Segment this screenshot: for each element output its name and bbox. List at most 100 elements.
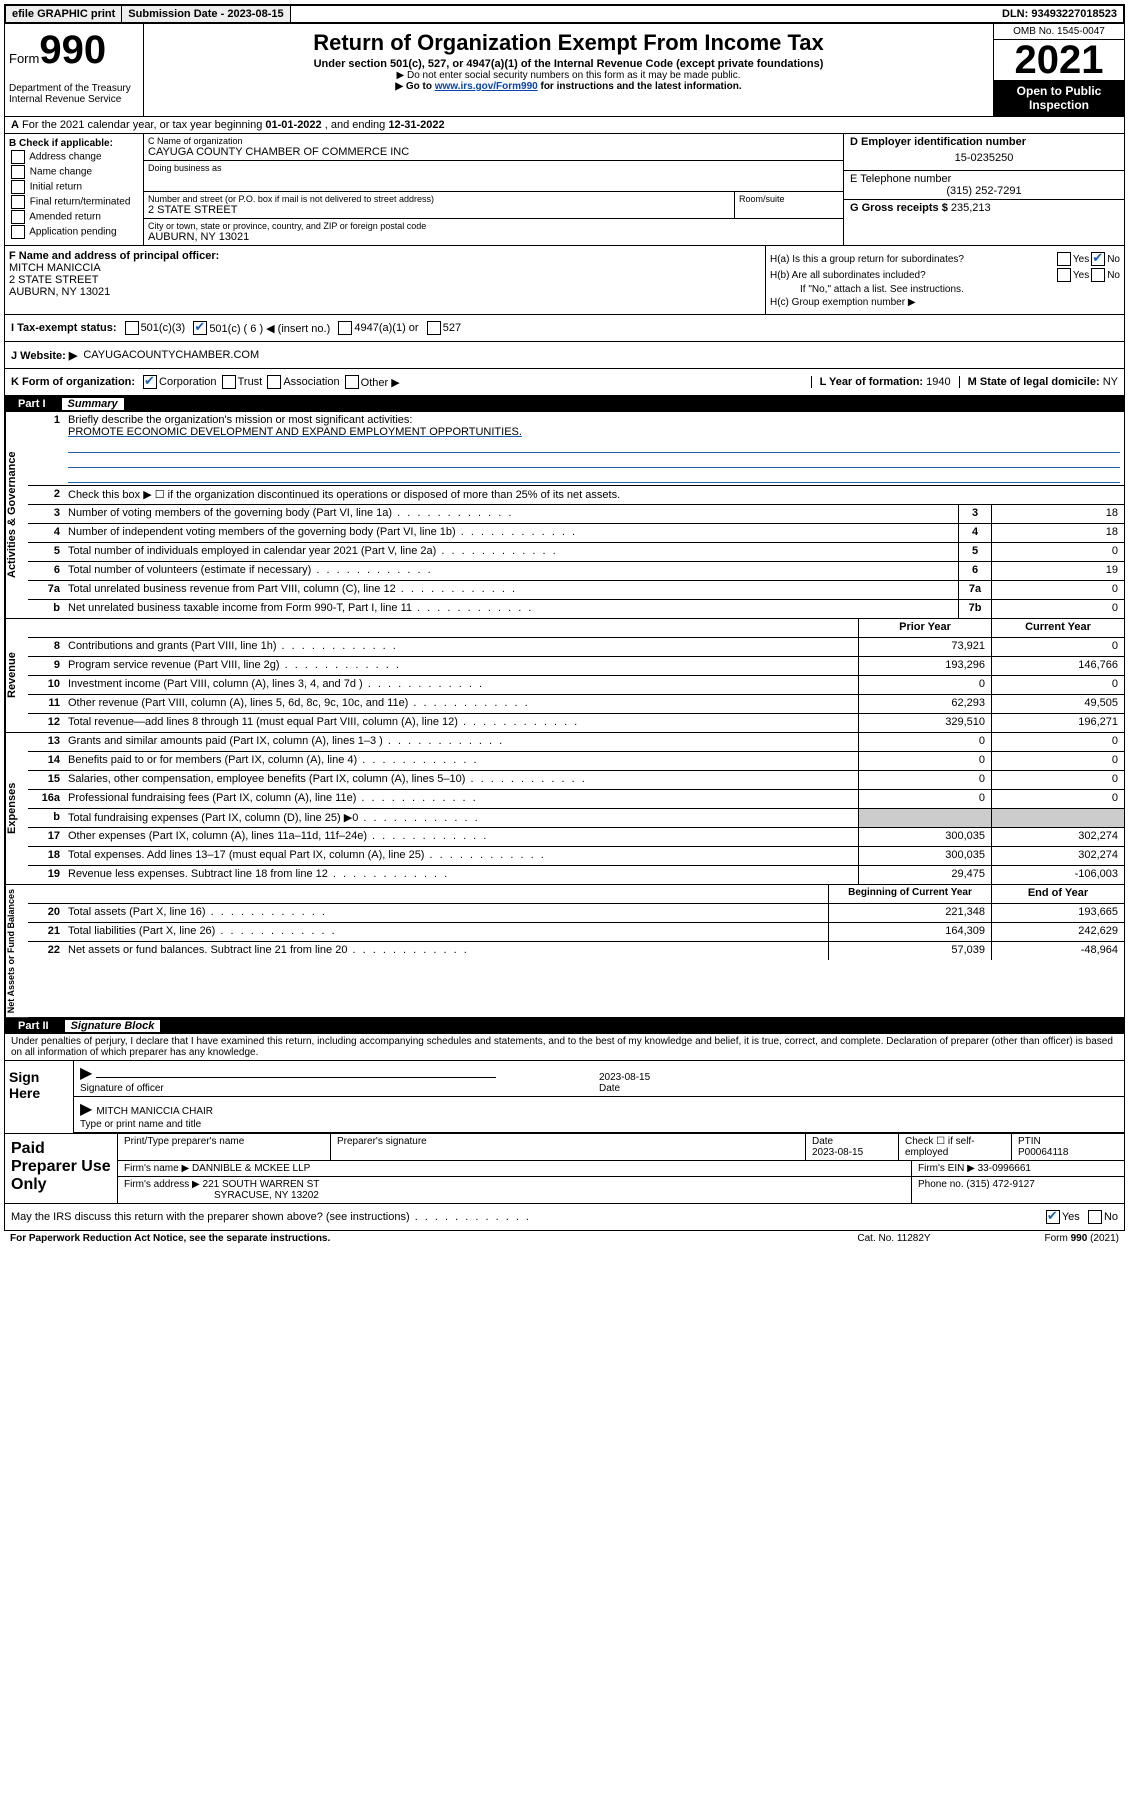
part2-header: Part II Signature Block	[4, 1018, 1125, 1034]
tab-revenue: Revenue	[5, 619, 28, 732]
col-current-year: Current Year	[991, 619, 1124, 637]
chk-4947[interactable]	[338, 321, 352, 335]
chk-other[interactable]	[345, 375, 359, 389]
chk-amended-return[interactable]: Amended return	[9, 210, 139, 224]
line1-label: Briefly describe the organization's miss…	[68, 414, 412, 426]
expense-row-13: 13Grants and similar amounts paid (Part …	[28, 733, 1124, 752]
hb-note: If "No," attach a list. See instructions…	[800, 284, 1120, 295]
tax-year: 2021	[994, 40, 1124, 80]
block-fh: F Name and address of principal officer:…	[4, 246, 1125, 315]
ptin: P00064118	[1018, 1147, 1068, 1158]
part1-header: Part I Summary	[4, 396, 1125, 412]
line2-text: Check this box ▶ ☐ if the organization d…	[64, 486, 1124, 504]
chk-association[interactable]	[267, 375, 281, 389]
firm-name: DANNIBLE & MCKEE LLP	[192, 1163, 310, 1174]
sig-date-label: Date	[599, 1083, 620, 1094]
form-subtitle: Under section 501(c), 527, or 4947(a)(1)…	[148, 58, 989, 70]
officer-label: F Name and address of principal officer:	[9, 250, 761, 262]
chk-address-change[interactable]: Address change	[9, 150, 139, 164]
hb-no[interactable]	[1091, 268, 1105, 282]
form-title: Return of Organization Exempt From Incom…	[148, 30, 989, 56]
revenue-row-10: 10Investment income (Part VIII, column (…	[28, 676, 1124, 695]
street: 2 STATE STREET	[148, 204, 730, 216]
tab-net-assets: Net Assets or Fund Balances	[5, 885, 28, 1017]
summary-row-6: 6Total number of volunteers (estimate if…	[28, 562, 1124, 581]
ssn-note: ▶ Do not enter social security numbers o…	[148, 70, 989, 81]
firm-addr1: 221 SOUTH WARREN ST	[203, 1179, 320, 1190]
phone: (315) 252-7291	[850, 185, 1118, 197]
mission-text: PROMOTE ECONOMIC DEVELOPMENT AND EXPAND …	[68, 426, 522, 438]
chk-name-change[interactable]: Name change	[9, 165, 139, 179]
col-begin-year: Beginning of Current Year	[828, 885, 991, 903]
chk-initial-return[interactable]: Initial return	[9, 180, 139, 194]
hb-yes[interactable]	[1057, 268, 1071, 282]
prep-self-emp[interactable]: Check ☐ if self-employed	[899, 1134, 1012, 1160]
discuss-yes[interactable]	[1046, 1210, 1060, 1224]
col-end-year: End of Year	[991, 885, 1124, 903]
expense-row-15: 15Salaries, other compensation, employee…	[28, 771, 1124, 790]
summary-row-3: 3Number of voting members of the governi…	[28, 505, 1124, 524]
goto-note: ▶ Go to www.irs.gov/Form990 for instruct…	[148, 81, 989, 92]
public-inspection: Open to Public Inspection	[994, 80, 1124, 116]
ein: 15-0235250	[850, 148, 1118, 168]
revenue-row-11: 11Other revenue (Part VIII, column (A), …	[28, 695, 1124, 714]
dba-label: Doing business as	[148, 163, 839, 173]
submission-date: Submission Date - 2023-08-15	[122, 6, 290, 22]
chk-final-return[interactable]: Final return/terminated	[9, 195, 139, 209]
firm-ein: 33-0996661	[978, 1163, 1031, 1174]
summary-row-5: 5Total number of individuals employed in…	[28, 543, 1124, 562]
chk-trust[interactable]	[222, 375, 236, 389]
phone-label: E Telephone number	[850, 173, 1118, 185]
dept-treasury: Department of the Treasury Internal Reve…	[9, 83, 139, 105]
irs-link[interactable]: www.irs.gov/Form990	[435, 81, 538, 92]
city: AUBURN, NY 13021	[148, 231, 839, 243]
expense-row-14: 14Benefits paid to or for members (Part …	[28, 752, 1124, 771]
city-label: City or town, state or province, country…	[148, 221, 839, 231]
ha-no[interactable]	[1091, 252, 1105, 266]
discuss-no[interactable]	[1088, 1210, 1102, 1224]
ha-label: H(a) Is this a group return for subordin…	[770, 254, 1055, 265]
row-i-tax-status: I Tax-exempt status: 501(c)(3) 501(c) ( …	[4, 315, 1125, 342]
chk-application-pending[interactable]: Application pending	[9, 225, 139, 239]
form-number: Form990	[9, 28, 139, 73]
state-domicile: NY	[1103, 376, 1118, 388]
col-prior-year: Prior Year	[858, 619, 991, 637]
summary-row-7a: 7aTotal unrelated business revenue from …	[28, 581, 1124, 600]
top-bar: efile GRAPHIC print Submission Date - 20…	[4, 4, 1125, 24]
year-formation: 1940	[926, 376, 950, 388]
tab-expenses: Expenses	[5, 733, 28, 884]
summary-row-b: bNet unrelated business taxable income f…	[28, 600, 1124, 618]
revenue-row-9: 9Program service revenue (Part VIII, lin…	[28, 657, 1124, 676]
org-name-label: C Name of organization	[148, 136, 839, 146]
expense-row-16a: 16aProfessional fundraising fees (Part I…	[28, 790, 1124, 809]
website: CAYUGACOUNTYCHAMBER.COM	[83, 349, 259, 361]
street-label: Number and street (or P.O. box if mail i…	[148, 194, 730, 204]
hc-label: H(c) Group exemption number ▶	[770, 297, 1120, 308]
preparer-block: Paid Preparer Use Only Print/Type prepar…	[4, 1134, 1125, 1204]
sign-here-label: Sign Here	[5, 1061, 74, 1133]
row-j-website: J Website: ▶ CAYUGACOUNTYCHAMBER.COM	[4, 342, 1125, 369]
chk-501c3[interactable]	[125, 321, 139, 335]
block-bcdeg: B Check if applicable: Address change Na…	[4, 134, 1125, 246]
chk-527[interactable]	[427, 321, 441, 335]
chk-corporation[interactable]	[143, 375, 157, 389]
firm-phone: (315) 472-9127	[966, 1179, 1034, 1190]
netassets-row-22: 22Net assets or fund balances. Subtract …	[28, 942, 1124, 960]
officer-city: AUBURN, NY 13021	[9, 286, 761, 298]
suite-label: Room/suite	[739, 194, 839, 204]
efile-button[interactable]: efile GRAPHIC print	[6, 6, 122, 22]
declaration: Under penalties of perjury, I declare th…	[4, 1034, 1125, 1061]
ein-label: D Employer identification number	[850, 136, 1118, 148]
ha-yes[interactable]	[1057, 252, 1071, 266]
cat-no: Cat. No. 11282Y	[819, 1233, 969, 1244]
sign-block: Sign Here ▶ Signature of officer 2023-08…	[4, 1061, 1125, 1134]
dln: DLN: 93493227018523	[996, 6, 1123, 22]
row-klm: K Form of organization: Corporation Trus…	[4, 369, 1125, 396]
row-a-tax-year: A For the 2021 calendar year, or tax yea…	[4, 117, 1125, 134]
chk-501c[interactable]	[193, 321, 207, 335]
tab-governance: Activities & Governance	[5, 412, 28, 618]
netassets-row-21: 21Total liabilities (Part X, line 26)164…	[28, 923, 1124, 942]
officer-name: MITCH MANICCIA	[9, 262, 761, 274]
hb-label: H(b) Are all subordinates included?	[770, 270, 1055, 281]
revenue-row-8: 8Contributions and grants (Part VIII, li…	[28, 638, 1124, 657]
